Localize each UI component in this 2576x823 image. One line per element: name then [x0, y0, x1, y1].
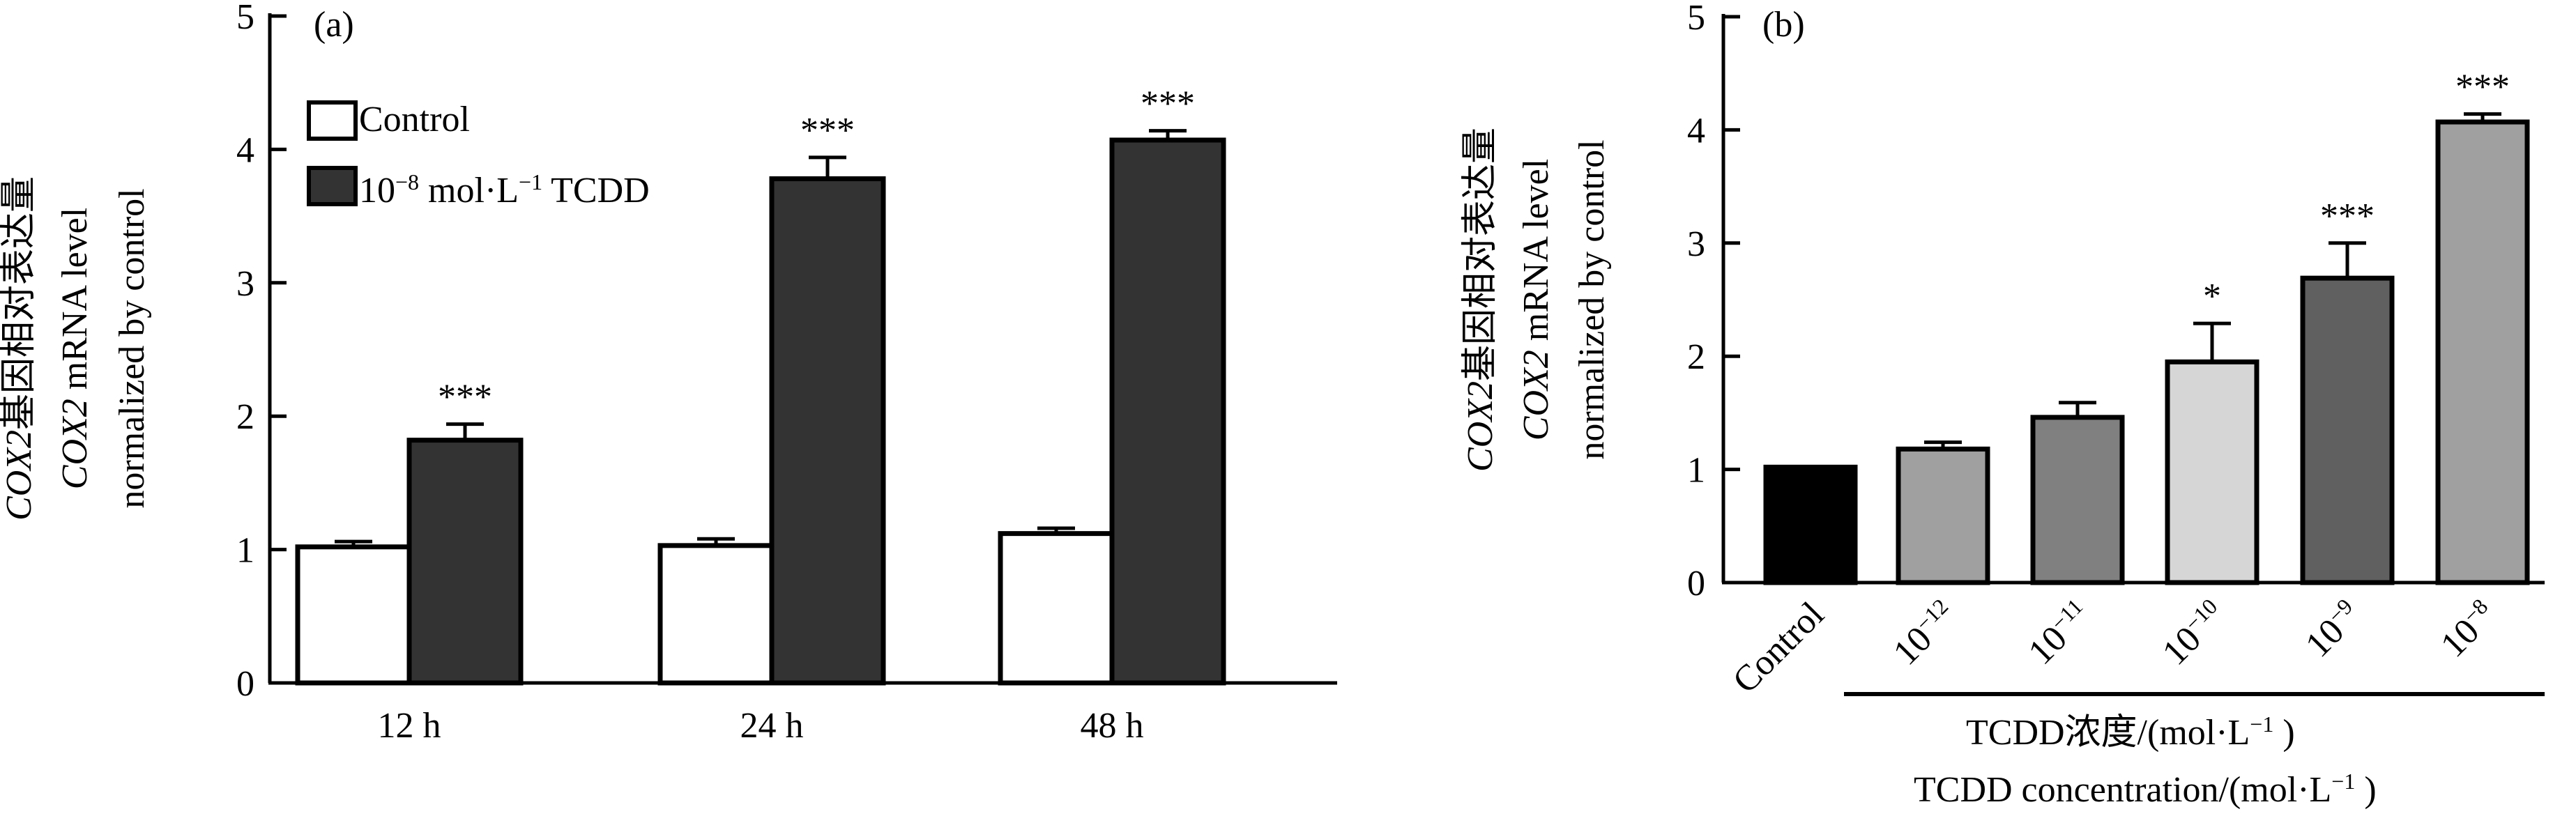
- panel-label: (b): [1762, 5, 1805, 45]
- significance-label: ***: [1141, 84, 1195, 124]
- x-tick-label: 10−9: [2297, 594, 2369, 666]
- significance-label: ***: [438, 378, 492, 417]
- bar: [295, 544, 412, 686]
- x-axis-label: TCDD浓度/(mol·L−1 ): [1966, 712, 2295, 753]
- x-tick-label: 48 h: [1081, 706, 1144, 746]
- legend-label: Control: [359, 100, 470, 139]
- y-axis-label: COX2 mRNA level: [55, 208, 95, 489]
- legend-swatch: [307, 166, 358, 206]
- bar: [2030, 415, 2125, 585]
- bar: [2300, 275, 2395, 585]
- x-tick-label: 10−11: [2020, 594, 2098, 672]
- x-tick-label: Control: [1725, 594, 1832, 701]
- significance-label: ***: [2320, 197, 2375, 236]
- y-axis-label: COX2 mRNA level: [1516, 159, 1556, 440]
- x-tick-label: 10−8: [2432, 594, 2504, 666]
- significance-label: ***: [2455, 68, 2510, 107]
- x-tick-label: 12 h: [378, 706, 441, 746]
- bar: [769, 176, 886, 686]
- bar: [2435, 119, 2530, 585]
- legend-swatch: [307, 100, 358, 141]
- y-tick-label: 5: [1687, 0, 1705, 38]
- y-tick-label: 5: [236, 0, 254, 37]
- legend-label: 10−8 mol·L−1 TCDD: [359, 169, 650, 210]
- x-tick-label: 24 h: [740, 706, 804, 746]
- y-axis-label: COX2基因相对表达量: [1461, 128, 1500, 472]
- y-tick-label: 3: [1687, 224, 1705, 264]
- x-tick-label: 10−12: [1885, 594, 1965, 673]
- bar: [2165, 359, 2259, 585]
- y-axis-label: COX2基因相对表达量: [0, 176, 39, 521]
- significance-label: ***: [800, 111, 855, 151]
- x-tick-label: 10−10: [2154, 594, 2234, 673]
- y-axis-label: normalized by control: [1572, 139, 1612, 459]
- significance-label: *: [2203, 277, 2221, 316]
- y-tick-label: 3: [236, 264, 254, 304]
- y-tick-label: 2: [236, 397, 254, 437]
- y-tick-label: 2: [1687, 337, 1705, 377]
- y-tick-label: 1: [236, 531, 254, 571]
- panel-label: (a): [314, 5, 354, 45]
- y-tick-label: 0: [1687, 564, 1705, 603]
- panel-a: 0 1 2 3 4 5 COX2基因相对表达量 COX2 mRNA level normaliz…: [0, 0, 1337, 746]
- y-tick-label: 0: [236, 664, 254, 704]
- x-axis-label: TCDD concentration/(mol·L−1 ): [1914, 769, 2377, 810]
- bar: [657, 543, 775, 686]
- y-tick-label: 4: [236, 130, 254, 170]
- bar: [998, 531, 1115, 686]
- bar: [1896, 446, 1990, 585]
- y-axis-label: normalized by control: [112, 188, 152, 508]
- y-tick-label: 4: [1687, 111, 1705, 151]
- bar: [406, 438, 524, 686]
- y-tick-label: 1: [1687, 451, 1705, 491]
- bar: [1763, 464, 1858, 585]
- panel-b: 0 1 2 3 4 5 COX2基因相对表达量 COX2 mRNA level normaliz…: [1461, 0, 2545, 810]
- bar: [1109, 137, 1226, 686]
